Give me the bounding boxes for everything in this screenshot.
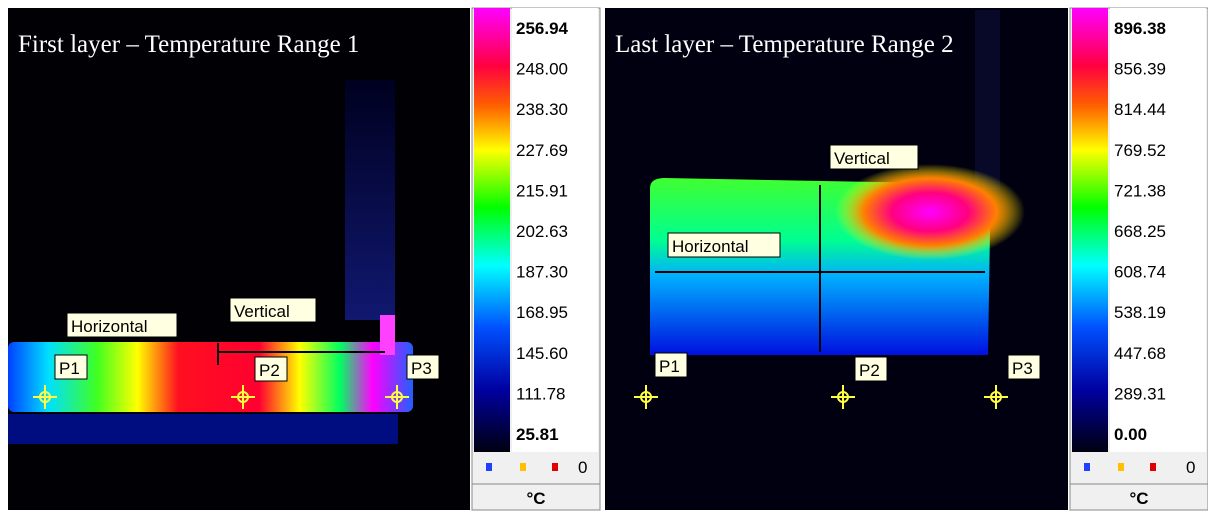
marker-label: P3 <box>411 359 432 378</box>
panel-title: Last layer – Temperature Range 2 <box>615 31 954 58</box>
scale-label: 668.25 <box>1114 222 1166 241</box>
substrate <box>8 414 398 444</box>
scale-label: 187.30 <box>516 263 568 282</box>
marker-label: P2 <box>259 361 280 380</box>
scale-label: 538.19 <box>1114 303 1166 322</box>
unit: °C <box>1129 489 1148 508</box>
marker-label: P1 <box>659 357 680 376</box>
scale-label: 202.63 <box>516 222 568 241</box>
screenshot: First layer – Temperature Range 1 256.94 2… <box>0 0 1208 516</box>
scale-label: 896.38 <box>1114 19 1166 38</box>
line-label: Horizontal <box>71 317 148 336</box>
legend-swatch <box>486 463 492 471</box>
scale-label: 289.31 <box>1114 384 1166 403</box>
scale-label: 111.78 <box>516 384 565 403</box>
hot-spot <box>835 164 1025 260</box>
scale-label: 769.52 <box>1114 141 1166 160</box>
line-label: Horizontal <box>672 237 749 256</box>
scale-label: 227.69 <box>516 141 568 160</box>
marker-label: P2 <box>859 361 880 380</box>
scale-label: 608.74 <box>1114 263 1166 282</box>
scale-label: 248.00 <box>516 60 568 79</box>
scale-label: 721.38 <box>1114 181 1166 200</box>
marker-label: P1 <box>59 359 80 378</box>
tool <box>975 10 1000 190</box>
scale-label: 145.60 <box>516 344 568 363</box>
legend-swatch <box>1084 463 1090 471</box>
scale-label: 256.94 <box>516 19 569 38</box>
marker-label: P3 <box>1012 359 1033 378</box>
color-scale <box>1072 8 1108 452</box>
panel-title: First layer – Temperature Range 1 <box>18 31 359 58</box>
scale-label: 0.00 <box>1114 425 1147 444</box>
unit: °C <box>526 489 545 508</box>
nozzle <box>380 315 395 355</box>
legend-swatch <box>552 463 558 471</box>
scale-label: 447.68 <box>1114 344 1166 363</box>
legend-count: 0 <box>1186 458 1195 477</box>
scale-label: 856.39 <box>1114 60 1166 79</box>
legend-swatch <box>1150 463 1156 471</box>
scale-label: 814.44 <box>1114 100 1166 119</box>
scale-label: 168.95 <box>516 303 568 322</box>
legend-swatch <box>520 463 526 471</box>
legend-count: 0 <box>578 458 587 477</box>
tool <box>345 80 395 320</box>
scale-label: 215.91 <box>516 181 568 200</box>
line-label: Vertical <box>234 302 290 321</box>
legend-swatch <box>1118 463 1124 471</box>
scale-label: 25.81 <box>516 425 559 444</box>
line-label: Vertical <box>834 149 890 168</box>
scale-label: 238.30 <box>516 100 568 119</box>
color-scale <box>474 8 510 452</box>
